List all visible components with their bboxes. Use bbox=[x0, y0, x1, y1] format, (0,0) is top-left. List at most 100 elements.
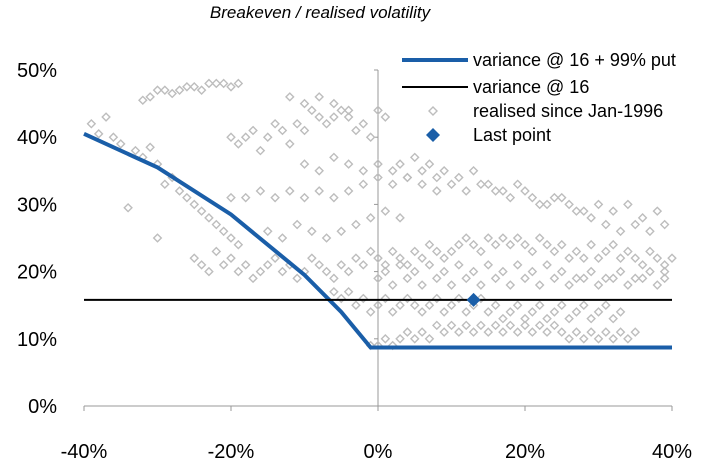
scatter-point bbox=[395, 334, 405, 344]
scatter-point bbox=[108, 132, 119, 142]
scatter-point bbox=[483, 307, 494, 317]
scatter-point bbox=[358, 293, 369, 304]
scatter-point bbox=[439, 266, 449, 277]
scatter-point bbox=[461, 273, 471, 284]
scatter-point bbox=[564, 334, 574, 344]
scatter-point bbox=[233, 139, 244, 149]
scatter-point bbox=[608, 313, 618, 324]
scatter-point bbox=[601, 300, 611, 310]
scatter-point bbox=[417, 280, 427, 290]
scatter-point bbox=[93, 129, 104, 139]
scatter-point bbox=[454, 260, 464, 270]
scatter-point bbox=[270, 192, 280, 203]
scatter-point bbox=[512, 327, 523, 337]
scatter-point bbox=[167, 88, 177, 99]
scatter-point bbox=[615, 253, 626, 263]
scatter-point bbox=[505, 320, 516, 331]
scatter-point bbox=[343, 112, 354, 122]
scatter-point bbox=[505, 280, 516, 290]
scatter-point bbox=[160, 85, 170, 95]
x-tick-label: -20% bbox=[208, 441, 255, 463]
scatter-point bbox=[211, 246, 222, 257]
scatter-point bbox=[534, 199, 545, 210]
legend-swatch bbox=[426, 128, 440, 142]
scatter-point bbox=[505, 239, 516, 250]
scatter-point bbox=[329, 273, 339, 284]
scatter-point bbox=[387, 246, 398, 257]
scatter-point bbox=[645, 226, 655, 237]
scatter-point bbox=[329, 152, 339, 163]
scatter-point bbox=[432, 293, 442, 304]
scatter-point bbox=[336, 260, 347, 270]
scatter-point bbox=[534, 320, 545, 331]
y-tick-label: 10% bbox=[17, 329, 57, 351]
scatter-point bbox=[174, 85, 185, 95]
scatter-point bbox=[556, 192, 567, 203]
scatter-point bbox=[461, 320, 471, 331]
scatter-point bbox=[299, 159, 310, 169]
scatter-point bbox=[498, 313, 508, 324]
scatter-point bbox=[623, 280, 633, 290]
scatter-point bbox=[329, 112, 339, 122]
scatter-point bbox=[417, 327, 427, 337]
scatter-point bbox=[593, 334, 604, 344]
scatter-point bbox=[439, 253, 449, 263]
scatter-point bbox=[468, 266, 479, 277]
scatter-point bbox=[240, 132, 251, 142]
line-series bbox=[83, 132, 672, 350]
scatter-point bbox=[240, 260, 251, 270]
scatter-point bbox=[365, 213, 376, 223]
scatter-point bbox=[534, 280, 545, 290]
scatter-point bbox=[189, 82, 200, 92]
scatter-point bbox=[218, 78, 229, 89]
scatter-point bbox=[299, 192, 310, 203]
scatter-point bbox=[314, 260, 324, 270]
scatter-point bbox=[645, 246, 655, 257]
scatter-point bbox=[409, 246, 420, 257]
scatter-point bbox=[160, 179, 170, 190]
scatter-point bbox=[432, 273, 442, 284]
scatter-point bbox=[490, 300, 501, 310]
scatter-point bbox=[534, 300, 545, 310]
scatter-point bbox=[454, 239, 464, 250]
scatter-point bbox=[652, 280, 663, 290]
scatter-point bbox=[417, 179, 427, 190]
scatter-point bbox=[652, 206, 663, 216]
scatter-point bbox=[373, 273, 383, 284]
scatter-point bbox=[659, 260, 670, 270]
scatter-point bbox=[138, 95, 148, 106]
scatter-point bbox=[255, 186, 266, 196]
scatter-point bbox=[336, 293, 347, 304]
scatter-point bbox=[476, 320, 486, 331]
x-tick-label: -40% bbox=[61, 441, 108, 463]
scatter-point bbox=[145, 142, 155, 153]
scatter-point bbox=[285, 139, 295, 149]
scatter-point bbox=[204, 78, 214, 89]
scatter-point bbox=[101, 112, 111, 122]
scatter-point bbox=[424, 239, 435, 250]
scatter-point bbox=[490, 320, 501, 331]
scatter-point bbox=[343, 186, 354, 196]
scatter-point bbox=[608, 334, 618, 344]
scatter-point bbox=[343, 159, 354, 169]
scatter-point bbox=[240, 192, 251, 203]
scatter-point bbox=[601, 219, 611, 230]
legend-label: variance @ 16 bbox=[473, 77, 589, 97]
scatter-point bbox=[292, 118, 302, 129]
scatter-point bbox=[476, 179, 486, 190]
x-ticks: -40% -20% 0% 20% 40% bbox=[61, 406, 692, 463]
scatter-point bbox=[579, 253, 589, 263]
scatter-point bbox=[211, 78, 222, 89]
scatter-point bbox=[387, 280, 398, 290]
scatter-point bbox=[387, 179, 398, 190]
scatter-point bbox=[586, 327, 596, 337]
scatter-point bbox=[130, 145, 141, 156]
legend-label: variance @ 16 + 99% put bbox=[473, 50, 676, 70]
series-line-variance-put bbox=[83, 132, 672, 350]
scatter-point bbox=[512, 179, 523, 190]
scatter-point bbox=[189, 199, 200, 210]
scatter-point bbox=[476, 246, 486, 257]
scatter-point bbox=[314, 166, 324, 176]
scatter-point bbox=[409, 266, 420, 277]
scatter-point bbox=[571, 273, 582, 284]
